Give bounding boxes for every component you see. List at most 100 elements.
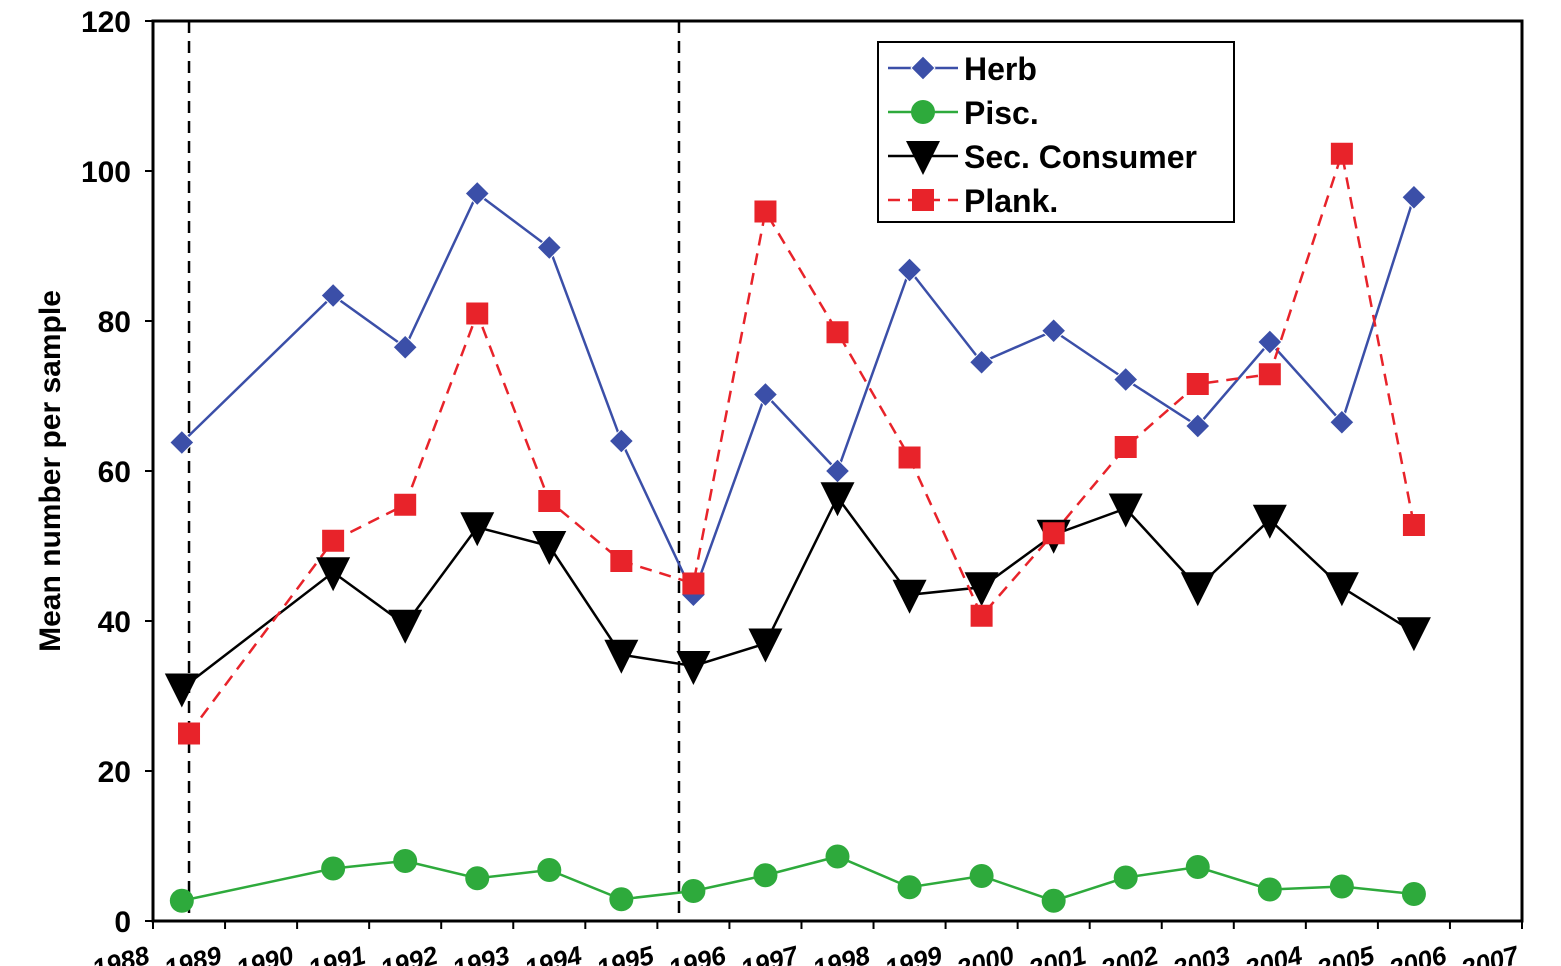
data-point-plank bbox=[322, 529, 345, 552]
series-markers bbox=[164, 142, 1431, 913]
data-point-herb bbox=[464, 180, 490, 207]
data-point-pisc bbox=[609, 887, 634, 912]
y-tick-label: 80 bbox=[98, 306, 131, 339]
y-tick-label: 0 bbox=[114, 906, 131, 939]
data-point-sec-consumer bbox=[748, 628, 783, 663]
x-tick-label: 1994 bbox=[521, 940, 585, 966]
data-point-plank bbox=[1186, 373, 1209, 395]
data-point-sec-consumer bbox=[532, 531, 567, 565]
data-point-pisc bbox=[393, 849, 418, 873]
x-tick-label: 1990 bbox=[233, 940, 297, 966]
x-tick-label: 2002 bbox=[1097, 940, 1162, 966]
data-point-herb bbox=[1329, 409, 1355, 435]
x-tick-label: 1997 bbox=[737, 939, 802, 966]
data-point-plank bbox=[538, 490, 561, 512]
data-point-sec-consumer bbox=[460, 512, 495, 547]
data-point-herb bbox=[1401, 184, 1427, 210]
data-point-plank bbox=[970, 604, 993, 627]
data-point-pisc bbox=[825, 844, 850, 869]
data-point-plank bbox=[1402, 514, 1425, 536]
data-point-pisc bbox=[321, 856, 346, 881]
x-tick-label: 1996 bbox=[665, 940, 729, 966]
legend-box bbox=[877, 41, 1235, 223]
data-point-pisc bbox=[969, 864, 994, 888]
series-line-sec-consumer bbox=[181, 494, 1415, 690]
data-point-pisc bbox=[681, 879, 706, 903]
x-tick-label: 1999 bbox=[881, 940, 945, 966]
data-point-sec-consumer bbox=[820, 482, 855, 517]
data-point-herb bbox=[1257, 329, 1283, 355]
reference-lines bbox=[187, 21, 681, 921]
data-point-sec-consumer bbox=[604, 639, 639, 674]
data-point-sec-consumer bbox=[1180, 572, 1215, 607]
legend: Herb Pisc. Sec. Consumer Plank. bbox=[877, 41, 1235, 223]
data-point-sec-consumer bbox=[1324, 572, 1359, 607]
data-point-plank bbox=[898, 446, 921, 469]
x-tick-label: 2000 bbox=[953, 940, 1018, 966]
data-point-plank bbox=[1114, 436, 1137, 458]
data-point-herb bbox=[536, 234, 562, 261]
data-point-herb bbox=[320, 282, 346, 309]
data-point-sec-consumer bbox=[892, 579, 927, 614]
data-point-pisc bbox=[537, 858, 562, 882]
data-point-sec-consumer bbox=[164, 673, 199, 708]
legend-label-herb: Herb bbox=[964, 51, 1037, 87]
series-line-pisc bbox=[181, 855, 1415, 903]
data-point-pisc bbox=[1329, 874, 1354, 899]
legend-marker-plank bbox=[912, 189, 934, 211]
series-line-herb bbox=[180, 191, 1416, 599]
x-tick-label: 1989 bbox=[161, 940, 225, 966]
x-tick-label: 2007 bbox=[1457, 939, 1523, 966]
data-point-pisc bbox=[169, 888, 194, 913]
data-point-plank bbox=[682, 572, 705, 595]
legend-marker-pisc bbox=[911, 100, 935, 124]
x-tick-label: 1988 bbox=[89, 940, 153, 966]
data-point-plank bbox=[394, 493, 417, 516]
data-point-herb bbox=[392, 334, 418, 360]
data-point-sec-consumer bbox=[1108, 493, 1143, 528]
data-point-sec-consumer bbox=[388, 609, 423, 644]
data-point-pisc bbox=[897, 875, 922, 900]
data-point-herb bbox=[1185, 413, 1211, 439]
legend-label-sec-consumer: Sec. Consumer bbox=[964, 139, 1197, 175]
x-tick-label: 2003 bbox=[1169, 940, 1234, 966]
data-point-pisc bbox=[1113, 865, 1138, 890]
data-point-pisc bbox=[753, 863, 778, 888]
y-axis-title: Mean number per sample bbox=[34, 290, 67, 652]
data-point-sec-consumer bbox=[676, 651, 711, 685]
data-point-herb bbox=[752, 381, 779, 408]
data-point-sec-consumer bbox=[1252, 504, 1287, 539]
data-point-sec-consumer bbox=[316, 557, 351, 592]
x-tick-label: 1995 bbox=[593, 940, 657, 966]
data-point-plank bbox=[754, 200, 777, 223]
data-point-herb bbox=[608, 428, 635, 454]
x-tick-label: 1998 bbox=[809, 940, 873, 966]
x-tick-label: 2006 bbox=[1385, 940, 1450, 966]
x-tick-label: 1993 bbox=[449, 940, 513, 966]
data-point-plank bbox=[610, 550, 633, 572]
data-point-pisc bbox=[1185, 855, 1210, 879]
data-point-herb bbox=[968, 349, 995, 375]
data-point-herb bbox=[1040, 318, 1067, 344]
x-tick-label: 2001 bbox=[1025, 940, 1090, 966]
data-point-plank bbox=[826, 321, 849, 344]
y-tick-label: 120 bbox=[81, 6, 131, 39]
data-point-herb bbox=[896, 257, 923, 283]
data-point-pisc bbox=[1401, 882, 1426, 906]
x-axis-ticks: 1988 1989 1990 1991 1992 1993 1994 1995 1996 1997… bbox=[89, 921, 1523, 966]
data-point-plank bbox=[1258, 363, 1281, 386]
data-point-plank bbox=[1330, 142, 1353, 165]
legend-label-pisc: Pisc. bbox=[964, 95, 1039, 131]
y-axis-ticks: 0 20 40 60 80 100 120 bbox=[81, 6, 153, 939]
data-point-plank bbox=[178, 722, 201, 745]
data-point-sec-consumer bbox=[964, 572, 999, 607]
x-tick-label: 1992 bbox=[377, 940, 441, 966]
data-point-pisc bbox=[1041, 888, 1066, 913]
x-tick-label: 2005 bbox=[1313, 940, 1378, 966]
data-point-herb bbox=[169, 429, 195, 456]
data-point-plank bbox=[1042, 522, 1065, 545]
y-tick-label: 60 bbox=[98, 456, 131, 489]
data-point-pisc bbox=[1257, 877, 1282, 902]
legend-marker-herb bbox=[910, 55, 936, 81]
